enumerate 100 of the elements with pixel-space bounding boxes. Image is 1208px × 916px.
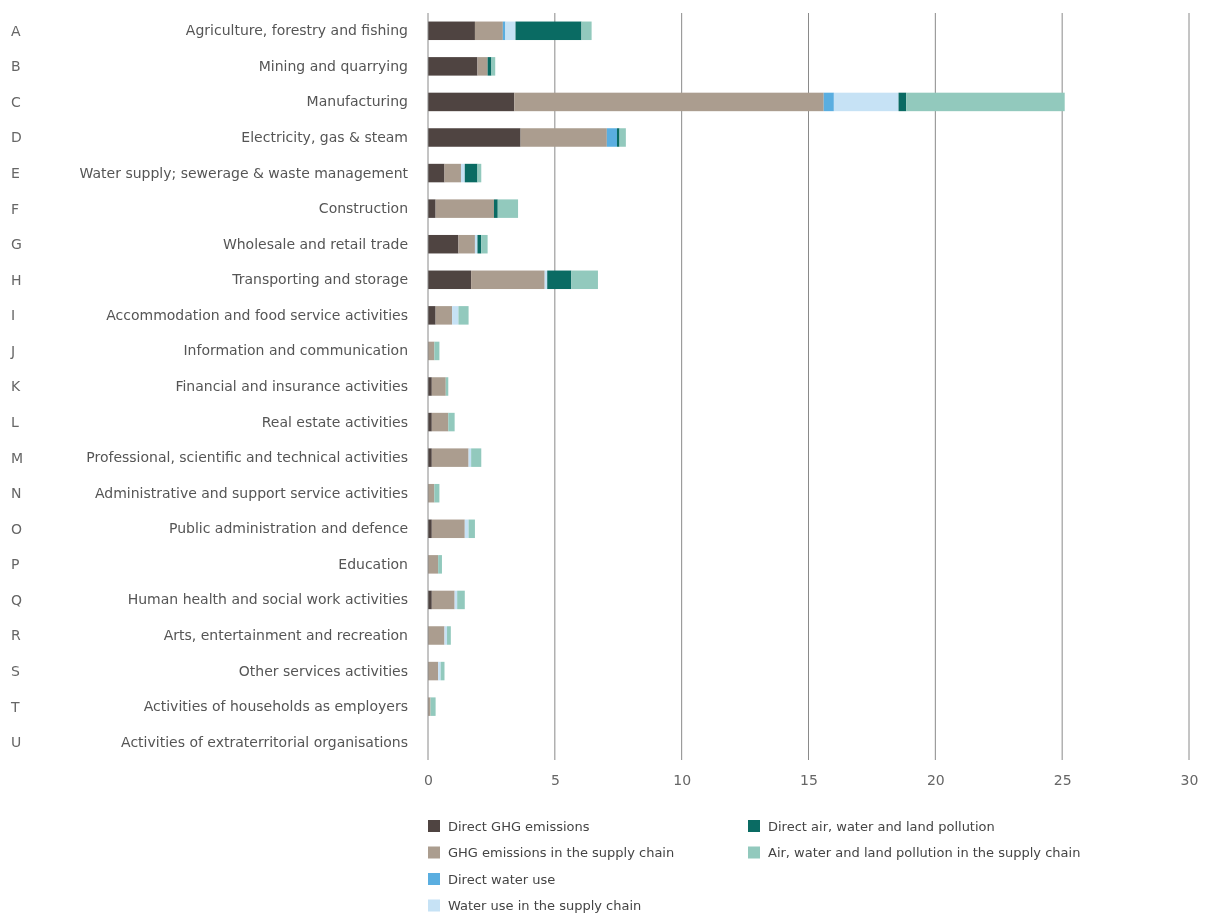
legend-label: Water use in the supply chain — [448, 898, 642, 914]
bar — [428, 270, 472, 290]
bar — [471, 270, 545, 290]
text: M — [11, 449, 24, 466]
bar — [515, 21, 582, 41]
bar — [520, 128, 607, 147]
bar — [477, 57, 488, 76]
bar — [431, 519, 465, 539]
y-tick-label: Agriculture, forestry and fishing — [185, 22, 408, 39]
bar — [471, 448, 482, 467]
x-tick-label: 10 — [673, 771, 692, 788]
text: B — [11, 58, 21, 75]
bar — [571, 270, 598, 290]
bar — [468, 519, 475, 539]
y-tick-label: Water supply; sewerage & waste management — [79, 164, 409, 181]
text: I — [11, 307, 16, 324]
legend-label: Direct air, water and land pollution — [768, 818, 995, 834]
text: H — [11, 271, 22, 288]
legend-label: Direct GHG emissions — [448, 818, 590, 834]
bar — [448, 412, 455, 432]
bar — [438, 555, 442, 574]
bar — [823, 92, 834, 112]
x-tick-label: 5 — [550, 771, 560, 788]
bar — [431, 412, 449, 432]
legend-label: Direct water use — [448, 871, 556, 887]
y-tick-label: Activities of households as employers — [143, 698, 408, 715]
text: L — [11, 413, 19, 430]
bar — [430, 697, 436, 716]
bar — [435, 199, 494, 218]
x-tick-label: 25 — [1053, 771, 1072, 788]
text: A — [11, 22, 21, 39]
bar — [431, 448, 469, 467]
y-tick-label: Public administration and defence — [168, 520, 408, 537]
y-tick-label: Real estate activities — [261, 413, 408, 430]
bar — [477, 234, 482, 254]
bar — [431, 377, 446, 396]
bar — [447, 626, 451, 645]
y-tick-label: Transporting and storage — [231, 271, 408, 288]
bar — [477, 163, 482, 183]
bar — [616, 128, 620, 147]
x-tick-label: 15 — [800, 771, 818, 788]
bar — [428, 57, 478, 76]
bar — [906, 92, 1065, 112]
y-tick-label: Professional, scientific and technical activities — [86, 449, 408, 466]
bar — [606, 128, 617, 147]
bar — [428, 234, 459, 254]
bar — [460, 163, 465, 183]
text: G — [11, 236, 22, 253]
y-tick-label: Electricity, gas & steam — [241, 128, 408, 145]
y-tick-label: Mining and quarrying — [258, 57, 408, 74]
bar — [444, 163, 461, 183]
y-tick-label: Other services activities — [238, 662, 408, 679]
bar — [428, 21, 475, 41]
bar — [457, 590, 465, 610]
y-tick-label: Activities of extraterritorial organisations — [121, 733, 408, 750]
y-tick-label: Manufacturing — [306, 93, 408, 110]
bar — [438, 661, 441, 681]
bar — [458, 234, 475, 254]
bar — [435, 306, 453, 325]
text: J — [10, 342, 16, 359]
bar — [428, 306, 436, 325]
text: D — [11, 129, 22, 146]
bar — [428, 128, 521, 147]
y-tick-label: Human health and social work activities — [127, 591, 408, 608]
bar — [619, 128, 626, 147]
bar — [428, 555, 439, 574]
bar — [833, 92, 899, 112]
bar — [428, 199, 436, 218]
bar — [458, 306, 469, 325]
bar — [474, 21, 503, 41]
x-tick-label: 0 — [424, 771, 433, 788]
y-tick-label: Construction — [318, 200, 408, 217]
y-tick-label: Education — [338, 555, 408, 572]
bar — [493, 199, 498, 218]
bar — [434, 483, 440, 503]
text: S — [11, 662, 20, 679]
bar — [547, 270, 572, 290]
text: N — [11, 485, 22, 502]
bar — [491, 57, 496, 76]
text: C — [11, 93, 21, 110]
x-tick-label: 30 — [1180, 771, 1199, 788]
text: K — [11, 378, 21, 395]
text: T — [10, 698, 20, 715]
x-tick-label: 20 — [926, 771, 945, 788]
bar — [434, 341, 440, 361]
bar — [452, 306, 459, 325]
bar — [428, 92, 515, 112]
bar — [505, 21, 516, 41]
y-tick-label: Arts, entertainment and recreation — [163, 626, 408, 643]
text: Q — [11, 591, 23, 608]
y-tick-label: Information and communication — [183, 342, 408, 359]
bar — [581, 21, 592, 41]
text: R — [11, 627, 21, 644]
text: F — [11, 200, 20, 217]
bar — [428, 626, 445, 645]
y-tick-label: Financial and insurance activities — [175, 377, 408, 394]
text: O — [11, 520, 23, 537]
legend-label: Air, water and land pollution in the supply chain — [768, 845, 1081, 861]
bar — [481, 234, 488, 254]
bar — [464, 163, 478, 183]
